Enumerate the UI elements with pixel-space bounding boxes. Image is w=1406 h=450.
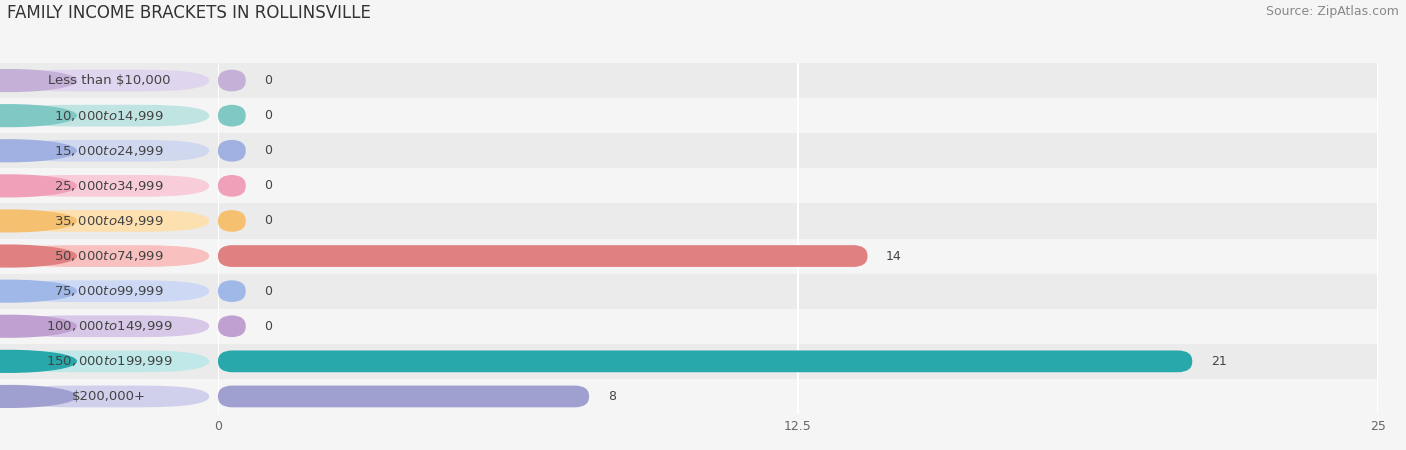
FancyBboxPatch shape <box>4 245 209 267</box>
Text: 21: 21 <box>1211 355 1226 368</box>
FancyBboxPatch shape <box>218 351 1192 372</box>
Circle shape <box>0 315 76 337</box>
FancyBboxPatch shape <box>4 386 209 407</box>
FancyBboxPatch shape <box>4 175 209 197</box>
FancyBboxPatch shape <box>218 105 246 126</box>
FancyBboxPatch shape <box>4 70 209 91</box>
Text: $150,000 to $199,999: $150,000 to $199,999 <box>46 354 172 369</box>
Text: 0: 0 <box>264 180 273 192</box>
Bar <box>0 309 218 344</box>
Circle shape <box>0 386 76 407</box>
FancyBboxPatch shape <box>4 280 209 302</box>
FancyBboxPatch shape <box>218 386 589 407</box>
Bar <box>218 98 1378 133</box>
FancyBboxPatch shape <box>218 210 246 232</box>
FancyBboxPatch shape <box>4 105 209 126</box>
Text: FAMILY INCOME BRACKETS IN ROLLINSVILLE: FAMILY INCOME BRACKETS IN ROLLINSVILLE <box>7 4 371 22</box>
Text: Less than $10,000: Less than $10,000 <box>48 74 170 87</box>
Text: 0: 0 <box>264 285 273 297</box>
FancyBboxPatch shape <box>218 315 246 337</box>
Text: 0: 0 <box>264 74 273 87</box>
Circle shape <box>0 280 76 302</box>
Bar <box>0 98 218 133</box>
FancyBboxPatch shape <box>218 245 868 267</box>
Text: 0: 0 <box>264 320 273 333</box>
Text: 0: 0 <box>264 144 273 157</box>
FancyBboxPatch shape <box>218 175 246 197</box>
Bar <box>0 63 218 98</box>
Bar <box>0 344 218 379</box>
Circle shape <box>0 105 76 126</box>
Text: $35,000 to $49,999: $35,000 to $49,999 <box>53 214 165 228</box>
FancyBboxPatch shape <box>218 280 246 302</box>
FancyBboxPatch shape <box>218 140 246 162</box>
Bar <box>218 344 1378 379</box>
Text: 0: 0 <box>264 215 273 227</box>
Bar <box>218 133 1378 168</box>
Text: $25,000 to $34,999: $25,000 to $34,999 <box>53 179 165 193</box>
Text: $50,000 to $74,999: $50,000 to $74,999 <box>53 249 165 263</box>
Bar <box>0 203 218 238</box>
FancyBboxPatch shape <box>218 70 246 91</box>
Bar <box>218 203 1378 238</box>
Bar <box>0 379 218 414</box>
Circle shape <box>0 140 76 162</box>
Circle shape <box>0 351 76 372</box>
Text: 8: 8 <box>607 390 616 403</box>
Bar <box>0 238 218 274</box>
Circle shape <box>0 245 76 267</box>
FancyBboxPatch shape <box>4 351 209 372</box>
Bar <box>218 238 1378 274</box>
Bar <box>218 274 1378 309</box>
Text: 0: 0 <box>264 109 273 122</box>
Text: $200,000+: $200,000+ <box>72 390 146 403</box>
Circle shape <box>0 175 76 197</box>
Bar <box>0 274 218 309</box>
FancyBboxPatch shape <box>4 140 209 162</box>
Bar <box>0 168 218 203</box>
Circle shape <box>0 210 76 232</box>
Bar <box>218 63 1378 98</box>
Text: Source: ZipAtlas.com: Source: ZipAtlas.com <box>1265 4 1399 18</box>
Circle shape <box>0 70 76 91</box>
Text: 14: 14 <box>886 250 901 262</box>
Text: $15,000 to $24,999: $15,000 to $24,999 <box>53 144 165 158</box>
Text: $100,000 to $149,999: $100,000 to $149,999 <box>46 319 172 333</box>
Text: $10,000 to $14,999: $10,000 to $14,999 <box>53 108 165 123</box>
Bar <box>218 168 1378 203</box>
Text: $75,000 to $99,999: $75,000 to $99,999 <box>53 284 165 298</box>
FancyBboxPatch shape <box>4 315 209 337</box>
Bar <box>218 379 1378 414</box>
Bar <box>218 309 1378 344</box>
Bar <box>0 133 218 168</box>
FancyBboxPatch shape <box>4 210 209 232</box>
